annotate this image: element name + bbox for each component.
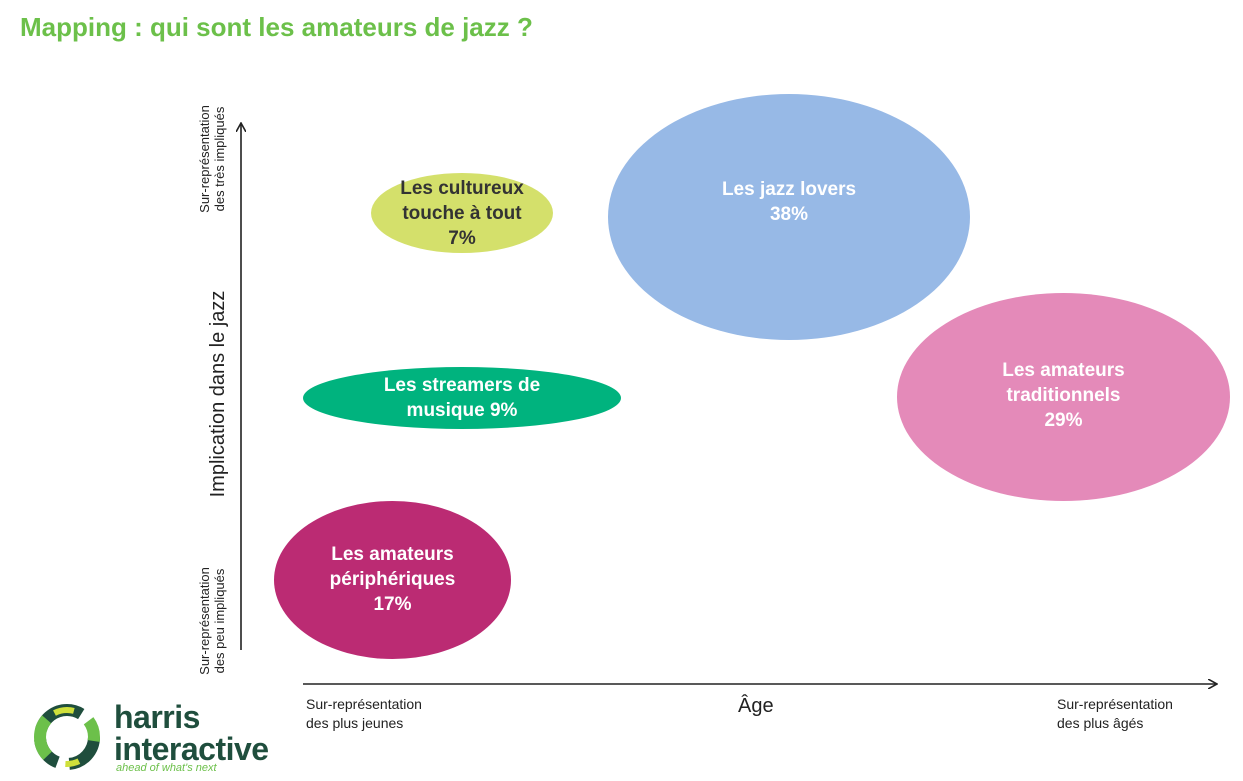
logo-word-harris: harris [114,699,200,735]
x-axis-right-label: Sur-représentation des plus âgés [1057,696,1173,731]
bubble-streamers-label: Les streamers de musique 9% [383,375,541,421]
bubble-streamers: Les streamers de musique 9% [303,367,621,429]
bubble-cultureux: Les cultureux touche à tout 7% [371,173,553,253]
bubble-peripheriques-label: Les amateurs périphériques 17% [329,543,456,615]
bubble-jazz-lovers-label: Les jazz lovers 38% [721,179,857,225]
y-axis-bottom-label: Sur-représentation des peu impliqués [197,567,227,675]
y-axis-title: Implication dans le jazz [207,290,229,498]
x-axis-title: Âge [738,695,774,717]
bubble-cultureux-label: Les cultureux touche à tout 7% [400,177,524,249]
logo-word-interactive: interactive [114,731,269,767]
bubble-traditionnels: Les amateurs traditionnels 29% [897,293,1230,501]
bubble-peripheriques: Les amateurs périphériques 17% [274,501,511,659]
page-title: Mapping : qui sont les amateurs de jazz … [20,12,533,42]
bubble-jazz-lovers: Les jazz lovers 38% [608,94,970,340]
y-axis-top-label: Sur-représentation des très impliqués [197,105,227,213]
logo-ring-icon [34,704,100,770]
logo-tagline: ahead of what's next [116,762,217,774]
bubble-traditionnels-label: Les amateurs traditionnels 29% [1002,360,1125,431]
x-axis-left-label: Sur-représentation des plus jeunes [306,696,422,731]
harris-interactive-logo: harris interactive ahead of what's next [30,700,280,775]
